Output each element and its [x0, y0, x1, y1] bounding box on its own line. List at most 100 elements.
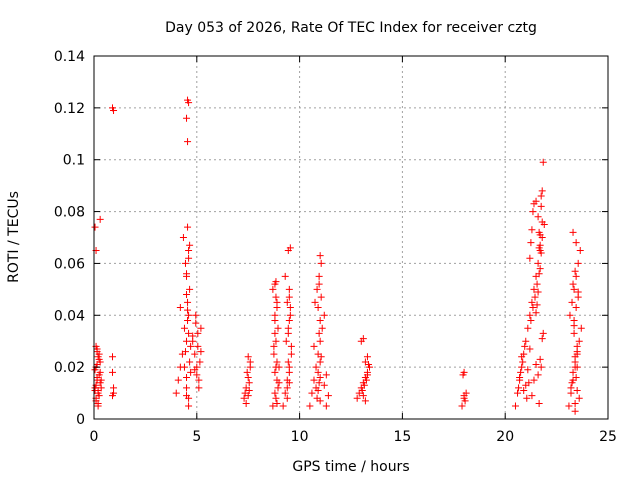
data-point	[95, 392, 103, 400]
data-point	[566, 311, 574, 319]
data-point	[185, 311, 193, 319]
data-point	[517, 368, 525, 376]
data-point	[284, 358, 292, 366]
data-point	[183, 291, 191, 299]
data-point	[272, 394, 280, 402]
data-point	[537, 363, 545, 371]
y-tick-label: 0.12	[54, 101, 85, 117]
data-point	[273, 399, 281, 407]
data-point	[184, 316, 192, 324]
data-point	[522, 337, 530, 345]
data-point	[95, 355, 103, 363]
data-point	[184, 223, 192, 231]
data-point	[511, 402, 519, 410]
data-point	[526, 345, 534, 353]
data-point	[186, 358, 194, 366]
data-point	[528, 226, 536, 234]
data-point	[569, 228, 577, 236]
data-point	[192, 319, 200, 327]
data-point	[191, 350, 199, 358]
data-point	[573, 386, 581, 394]
data-point	[528, 392, 536, 400]
data-point	[361, 397, 369, 405]
data-point	[185, 254, 193, 262]
y-tick-label: 0.02	[54, 360, 85, 376]
data-point	[271, 329, 279, 337]
data-point	[572, 272, 580, 280]
data-point	[270, 350, 278, 358]
data-point	[180, 324, 188, 332]
data-point	[519, 358, 527, 366]
data-point	[287, 342, 295, 350]
data-point	[187, 342, 195, 350]
data-point	[514, 389, 522, 397]
data-point	[318, 324, 326, 332]
data-point	[524, 324, 532, 332]
data-point	[197, 348, 205, 356]
data-point	[315, 280, 323, 288]
data-point	[271, 316, 279, 324]
data-point	[573, 348, 581, 356]
data-point	[363, 353, 371, 361]
data-point	[316, 316, 324, 324]
x-tick-label: 10	[291, 429, 309, 445]
data-point	[532, 361, 540, 369]
data-point	[530, 376, 538, 384]
data-point	[461, 397, 469, 405]
data-point	[281, 272, 289, 280]
data-point	[577, 324, 585, 332]
data-point	[459, 371, 467, 379]
data-point	[531, 293, 539, 301]
data-point	[576, 246, 584, 254]
data-point	[109, 353, 117, 361]
data-points	[91, 96, 585, 415]
data-point	[575, 337, 583, 345]
y-tick-label: 0.1	[63, 153, 85, 169]
data-point	[176, 304, 184, 312]
data-point	[274, 324, 282, 332]
data-point	[572, 304, 580, 312]
data-point	[282, 337, 290, 345]
data-point	[539, 158, 547, 166]
data-point	[181, 348, 189, 356]
data-point	[242, 399, 250, 407]
data-point	[535, 244, 543, 252]
chart-title: Day 053 of 2026, Rate Of TEC Index for r…	[165, 20, 537, 36]
y-axis-label: ROTI / TECUs	[6, 191, 22, 283]
data-point	[570, 329, 578, 337]
y-tick-label: 0.14	[54, 49, 85, 65]
data-point	[185, 246, 193, 254]
data-point	[568, 379, 576, 387]
data-point	[574, 259, 582, 267]
data-point	[571, 267, 579, 275]
data-point	[183, 114, 191, 122]
data-point	[279, 402, 287, 410]
data-point	[185, 402, 193, 410]
data-point	[191, 366, 199, 374]
data-point	[186, 285, 194, 293]
data-point	[533, 280, 541, 288]
data-point	[569, 280, 577, 288]
data-point	[527, 239, 535, 247]
data-point	[534, 213, 542, 221]
data-point	[183, 337, 191, 345]
data-point	[569, 368, 577, 376]
x-tick-label: 20	[496, 429, 514, 445]
data-point	[272, 363, 280, 371]
data-point	[94, 386, 102, 394]
data-point	[195, 384, 203, 392]
data-point	[272, 293, 280, 301]
x-tick-label: 25	[599, 429, 617, 445]
data-point	[317, 259, 325, 267]
data-point	[316, 252, 324, 260]
data-point	[315, 272, 323, 280]
data-point	[537, 192, 545, 200]
data-point	[186, 241, 194, 249]
data-point	[527, 316, 535, 324]
y-tick-label: 0.06	[54, 256, 85, 272]
data-point	[537, 202, 545, 210]
data-point	[283, 298, 291, 306]
data-point	[538, 218, 546, 226]
data-point	[534, 288, 542, 296]
